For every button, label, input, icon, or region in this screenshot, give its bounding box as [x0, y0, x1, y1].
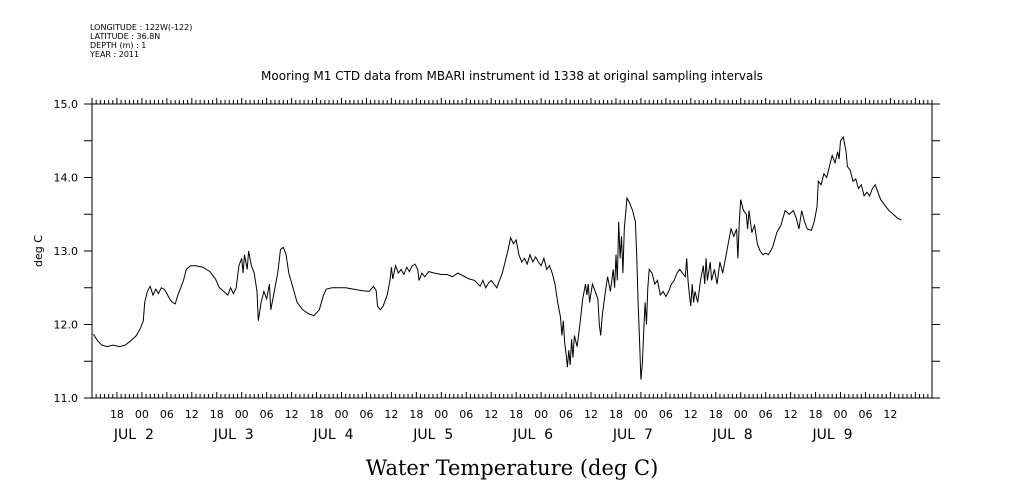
year-label: YEAR : 2011 — [89, 50, 139, 59]
x-hour-label: 00 — [235, 408, 249, 421]
x-hour-label: 12 — [684, 408, 698, 421]
x-hour-label: 12 — [285, 408, 299, 421]
x-hour-label: 00 — [135, 408, 149, 421]
x-hour-label: 12 — [584, 408, 598, 421]
x-hour-label: 00 — [734, 408, 748, 421]
x-day-label: JUL 3 — [213, 427, 254, 443]
chart-title: Mooring M1 CTD data from MBARI instrumen… — [261, 69, 763, 83]
x-hour-label: 12 — [185, 408, 199, 421]
x-day-label: JUL 6 — [512, 427, 553, 443]
plot-frame — [91, 103, 933, 399]
axis-ticks — [84, 98, 940, 399]
x-day-label: JUL 9 — [812, 427, 853, 443]
x-hour-label: 18 — [509, 408, 523, 421]
x-day-label: JUL 2 — [113, 427, 154, 443]
x-hour-label: 12 — [384, 408, 398, 421]
x-hour-label: 12 — [784, 408, 798, 421]
x-day-label: JUL 8 — [712, 427, 753, 443]
x-hour-label: 06 — [659, 408, 673, 421]
x-day-label: JUL 4 — [313, 427, 354, 443]
y-tick-label: 11.0 — [54, 392, 79, 405]
latitude-label: LATITUDE : 36.8N — [90, 32, 160, 41]
x-hour-label: 18 — [709, 408, 723, 421]
x-day-label: JUL 5 — [412, 427, 453, 443]
x-hour-label: 18 — [110, 408, 124, 421]
x-hour-label: 06 — [160, 408, 174, 421]
x-hour-label: 00 — [335, 408, 349, 421]
x-hour-label: 18 — [310, 408, 324, 421]
x-hour-label: 18 — [809, 408, 823, 421]
x-hour-label: 06 — [359, 408, 373, 421]
y-tick-labels: 11.0 12.0 13.0 14.0 15.0 — [54, 98, 79, 405]
x-hour-label: 06 — [260, 408, 274, 421]
y-tick-label: 15.0 — [54, 98, 79, 111]
metadata-block: LONGITUDE : 122W(-122) LATITUDE : 36.8N … — [89, 23, 192, 59]
x-hour-label: 12 — [883, 408, 897, 421]
x-hour-label: 06 — [459, 408, 473, 421]
x-hour-label: 06 — [559, 408, 573, 421]
x-day-labels: JUL 2 JUL 3 JUL 4 JUL 5 JUL 6 JUL 7 JUL 8 JUL 9 — [113, 427, 853, 443]
y-tick-label: 14.0 — [54, 172, 79, 185]
y-tick-label: 12.0 — [54, 319, 79, 332]
x-axis-label: Water Temperature (deg C) — [366, 456, 659, 480]
x-hour-label: 06 — [759, 408, 773, 421]
x-hour-label: 18 — [609, 408, 623, 421]
x-hour-label: 18 — [409, 408, 423, 421]
x-hour-label: 06 — [858, 408, 872, 421]
x-hour-label: 00 — [834, 408, 848, 421]
x-hour-label: 00 — [434, 408, 448, 421]
y-axis-label: deg C — [32, 235, 45, 267]
x-day-label: JUL 7 — [612, 427, 653, 443]
x-hour-labels: 18 00 06 12 18 00 06 12 18 00 06 12 18 00 06 12 18 00 06 12… — [110, 408, 897, 421]
longitude-label: LONGITUDE : 122W(-122) — [90, 23, 192, 32]
x-hour-label: 00 — [634, 408, 648, 421]
x-hour-label: 00 — [534, 408, 548, 421]
y-tick-label: 13.0 — [54, 245, 79, 258]
x-hour-label: 12 — [484, 408, 498, 421]
temperature-series-line — [92, 135, 902, 380]
x-hour-label: 18 — [210, 408, 224, 421]
depth-label: DEPTH (m) : 1 — [90, 41, 146, 50]
